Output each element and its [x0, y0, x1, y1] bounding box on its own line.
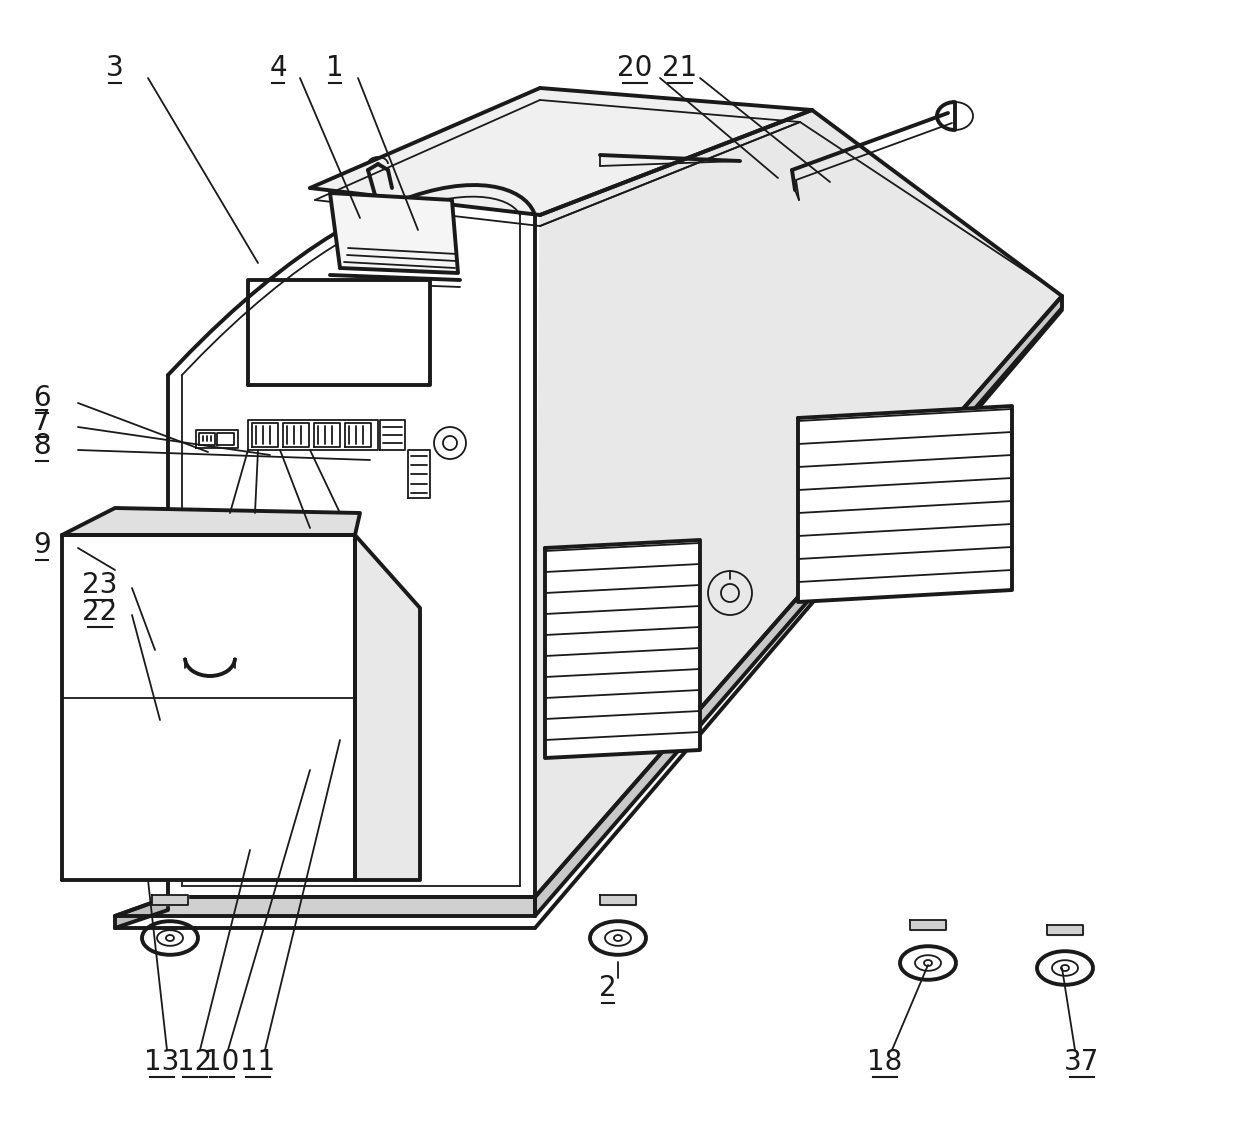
Polygon shape — [62, 535, 355, 881]
Polygon shape — [153, 895, 188, 905]
Polygon shape — [248, 420, 378, 450]
Polygon shape — [115, 897, 167, 928]
Text: 9: 9 — [33, 532, 51, 559]
Polygon shape — [355, 535, 420, 881]
Text: 7: 7 — [33, 408, 51, 436]
Text: 2: 2 — [599, 974, 616, 1002]
Text: 18: 18 — [867, 1048, 903, 1076]
Text: 37: 37 — [1064, 1048, 1100, 1076]
Text: 12: 12 — [177, 1048, 212, 1076]
Polygon shape — [330, 193, 458, 273]
Text: 23: 23 — [82, 571, 118, 599]
Polygon shape — [62, 509, 360, 535]
Text: 11: 11 — [241, 1048, 275, 1076]
Polygon shape — [600, 895, 636, 905]
Polygon shape — [546, 540, 701, 758]
Text: 1: 1 — [326, 54, 343, 82]
Text: 6: 6 — [33, 383, 51, 412]
Text: 22: 22 — [82, 598, 118, 626]
Text: 3: 3 — [107, 54, 124, 82]
Polygon shape — [408, 450, 430, 498]
Text: 10: 10 — [205, 1048, 239, 1076]
Text: 13: 13 — [144, 1048, 180, 1076]
Polygon shape — [910, 920, 946, 930]
Text: 21: 21 — [662, 54, 698, 82]
Polygon shape — [248, 280, 430, 385]
Polygon shape — [167, 185, 534, 897]
Polygon shape — [1047, 925, 1083, 934]
Polygon shape — [534, 110, 1061, 897]
Text: 20: 20 — [618, 54, 652, 82]
Text: 8: 8 — [33, 432, 51, 460]
Polygon shape — [799, 406, 1012, 602]
Text: 4: 4 — [269, 54, 286, 82]
Polygon shape — [310, 88, 812, 215]
Polygon shape — [534, 296, 1061, 916]
Polygon shape — [115, 897, 534, 916]
Polygon shape — [196, 430, 238, 448]
Polygon shape — [379, 420, 405, 450]
